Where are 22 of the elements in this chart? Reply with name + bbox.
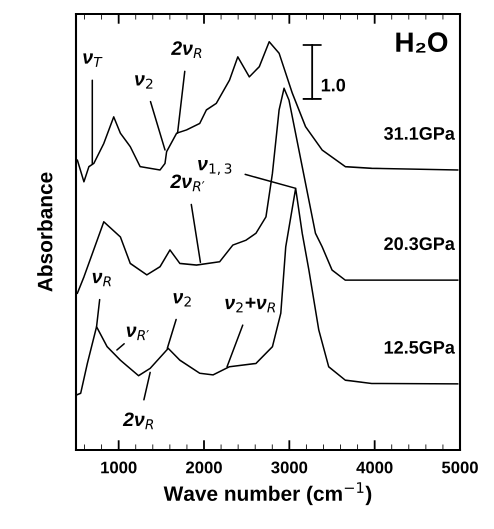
series-label: 12.5GPa	[384, 340, 455, 354]
annotation: H₂O	[396, 32, 448, 53]
y-axis-title: Absorbance	[37, 172, 52, 292]
annotation: 2ν$_{R}$	[122, 412, 154, 430]
x-axis-title: Wave number (cm$^{−1}$)	[164, 482, 372, 506]
annotation: ν$_{1,3}$	[198, 160, 232, 176]
annotation: 2ν$_{R}$	[171, 41, 202, 58]
annotation: ν$_{2}$	[173, 293, 191, 307]
series-label: 31.1GPa	[384, 127, 455, 140]
annotation: 1.0	[322, 78, 346, 92]
x-tick-label: 5000	[442, 462, 478, 474]
annotation: 2ν$_{R′}$	[170, 174, 204, 192]
annotation: ν$_{2}$	[135, 75, 152, 89]
series-label: 20.3GPa	[384, 237, 455, 250]
annotation: ν$_{2}$+ν$_{R}$	[225, 298, 276, 312]
x-tick-label: 4000	[356, 462, 393, 474]
x-tick-label: 2000	[186, 462, 222, 474]
annotation: ν$_{R′}$	[126, 326, 149, 340]
x-tick-label: 3000	[271, 462, 308, 474]
annotation: ν$_{R}$	[92, 272, 111, 286]
annotation: ν$_{T}$	[83, 53, 102, 67]
x-tick-label: 1000	[101, 462, 137, 474]
